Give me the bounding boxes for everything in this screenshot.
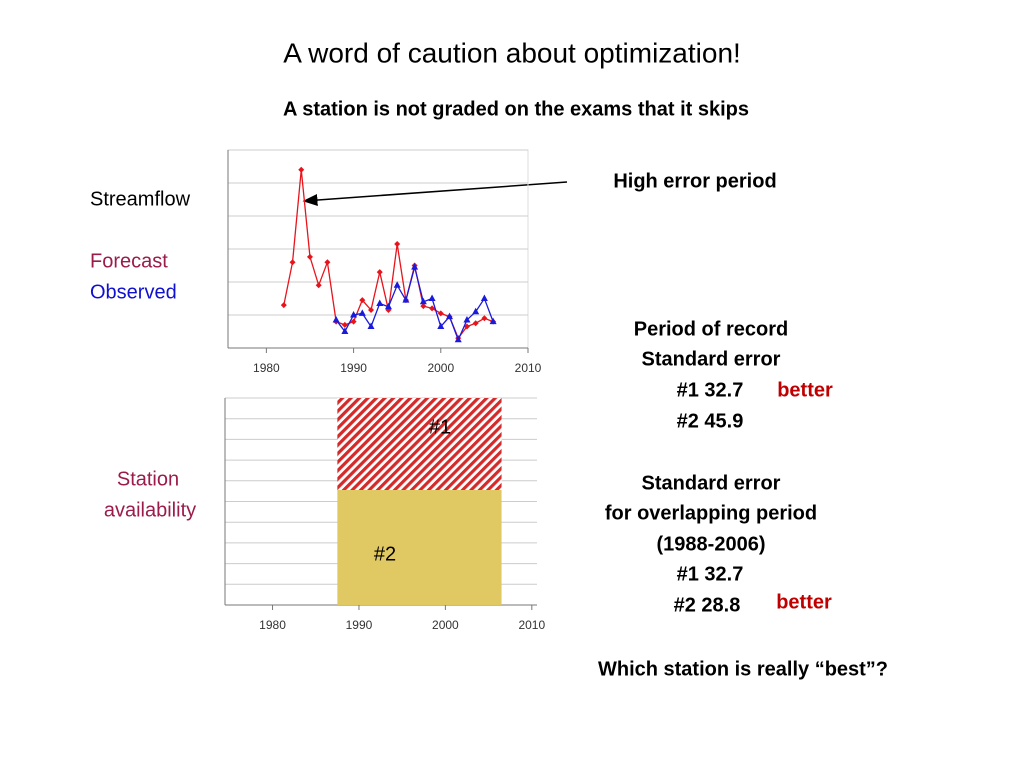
data-point — [481, 315, 488, 322]
data-point — [437, 322, 445, 330]
data-point — [341, 327, 349, 334]
data-point — [480, 294, 488, 301]
data-point — [376, 299, 384, 306]
x-tick-label: 2000 — [432, 618, 459, 632]
data-point — [411, 263, 419, 270]
data-point — [429, 305, 436, 312]
title: A word of caution about optimization! — [283, 37, 741, 68]
data-point — [332, 315, 340, 323]
data-point — [298, 166, 305, 173]
y-label: availability — [104, 499, 196, 521]
data-point — [306, 253, 313, 260]
bar-label: #2 — [374, 543, 396, 565]
data-point — [376, 269, 383, 276]
data-point — [367, 322, 375, 330]
stat-text: Period of record — [634, 318, 788, 340]
subtitle: A station is not graded on the exams tha… — [283, 98, 749, 120]
x-tick-label: 1990 — [340, 361, 367, 375]
legend-entry: Forecast — [90, 250, 168, 272]
stat-text: #1 32.7 — [677, 563, 744, 585]
stat-highlight: better — [777, 379, 833, 401]
data-point — [394, 241, 401, 248]
data-point — [324, 259, 331, 266]
data-point — [463, 315, 471, 323]
stat-text: #2 28.8 — [674, 594, 741, 616]
data-point — [437, 310, 444, 317]
legend-entry: Observed — [90, 281, 177, 303]
stat-text: Standard error — [642, 472, 781, 494]
x-tick-label: 1980 — [253, 361, 280, 375]
data-point — [428, 294, 436, 301]
annotation: High error period — [613, 170, 776, 192]
data-point — [341, 321, 348, 328]
data-point — [454, 335, 462, 343]
x-tick-label: 2000 — [427, 361, 454, 375]
y-label: Station — [117, 468, 179, 490]
stat-text: #1 32.7 — [677, 379, 744, 401]
data-point — [419, 297, 427, 305]
data-point — [368, 307, 375, 314]
x-tick-label: 1990 — [346, 618, 373, 632]
bar-label: #1 — [429, 416, 451, 438]
x-tick-label: 1980 — [259, 618, 286, 632]
availability-bar — [337, 490, 502, 605]
series-line — [335, 266, 494, 342]
stat-text: #2 45.9 — [677, 410, 744, 432]
data-point — [358, 309, 366, 316]
data-point — [446, 312, 454, 320]
data-point — [384, 302, 392, 310]
data-point — [489, 317, 497, 325]
data-point — [393, 281, 401, 288]
data-point — [420, 303, 427, 310]
data-point — [472, 307, 480, 315]
y-label: Streamflow — [90, 188, 191, 210]
data-point — [280, 302, 287, 309]
data-point — [350, 318, 357, 325]
stat-text: (1988-2006) — [657, 533, 766, 555]
data-point — [315, 282, 322, 289]
x-tick-label: 2010 — [518, 618, 545, 632]
data-point — [402, 296, 410, 303]
stat-highlight: better — [776, 591, 832, 613]
data-point — [350, 311, 358, 318]
data-point — [289, 259, 296, 266]
data-point — [359, 297, 366, 304]
question: Which station is really “best”? — [598, 658, 888, 680]
data-point — [472, 320, 479, 327]
x-tick-label: 2010 — [515, 361, 542, 375]
data-point — [463, 323, 470, 330]
annotation-arrow — [302, 181, 568, 207]
stat-text: Standard error — [642, 348, 781, 370]
availability-bar — [337, 398, 502, 490]
stat-text: for overlapping period — [605, 502, 817, 524]
